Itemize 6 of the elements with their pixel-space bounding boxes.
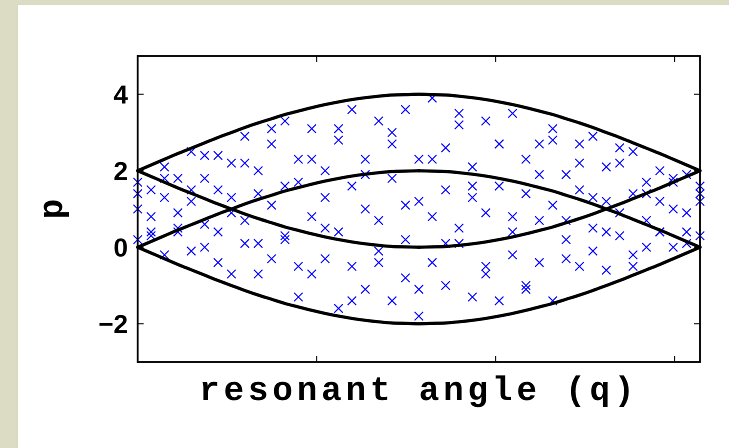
y-tick-label: 2 bbox=[114, 156, 128, 186]
y-tick-label: 4 bbox=[114, 80, 129, 110]
y-tick-label: 0 bbox=[114, 232, 128, 263]
x-axis-title: resonant angle (q) bbox=[199, 373, 638, 411]
y-tick-label: −2 bbox=[98, 309, 128, 340]
y-axis-title: p bbox=[35, 198, 73, 220]
